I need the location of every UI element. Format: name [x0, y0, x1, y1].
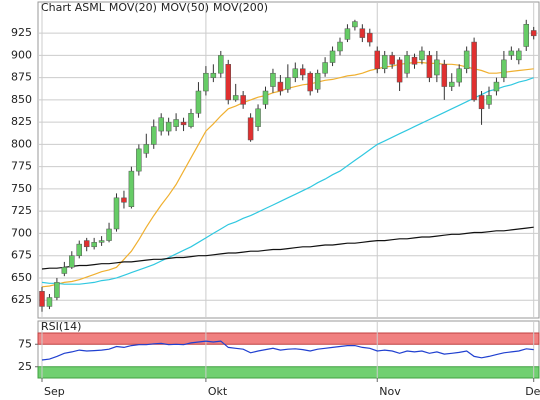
- candle-body: [456, 68, 462, 83]
- candle-body: [128, 170, 135, 207]
- candle-body: [247, 117, 254, 141]
- candle-body: [151, 126, 157, 145]
- candle-body: [486, 95, 492, 105]
- candle-body: [374, 50, 380, 70]
- y-tick-label: 675: [11, 249, 32, 262]
- candle-body: [54, 282, 60, 298]
- candle-body: [143, 144, 150, 154]
- candle-body: [225, 64, 231, 101]
- y-tick-label: 925: [11, 26, 32, 39]
- chart-title: Chart ASML: [41, 1, 106, 14]
- rsi-low-band: [37, 366, 540, 379]
- x-tick-label: Dez: [525, 385, 540, 398]
- candle-body: [98, 240, 105, 243]
- candle-body: [434, 59, 440, 76]
- candle-body: [419, 50, 425, 61]
- rsi-title: RSI(14): [41, 320, 81, 333]
- candle-body: [210, 72, 217, 78]
- candle-body: [322, 62, 328, 74]
- legend-entry: MOV(200): [213, 1, 268, 14]
- y-tick-label: 700: [11, 226, 32, 239]
- candle-body: [69, 255, 75, 268]
- candle-body: [218, 55, 224, 74]
- candle-body: [508, 50, 515, 56]
- candle-body: [136, 148, 142, 172]
- moving-average-line: [41, 77, 534, 285]
- candle-body: [471, 41, 477, 101]
- candle-body: [381, 55, 388, 70]
- rsi-high-band: [37, 332, 540, 345]
- candle-body: [39, 291, 45, 307]
- candle-body: [270, 72, 276, 87]
- candle-body: [292, 68, 299, 78]
- plot-area: [37, 1, 540, 319]
- candle-body: [516, 50, 522, 61]
- candle-body: [404, 55, 410, 74]
- candle-body: [359, 28, 366, 38]
- legend-entry: MOV(50): [161, 1, 209, 14]
- candle-body: [203, 72, 209, 92]
- y-tick-label: 775: [11, 160, 32, 173]
- candle-body: [396, 59, 403, 83]
- candle-body: [352, 21, 358, 28]
- candle-body: [337, 41, 343, 52]
- candle-body: [530, 30, 537, 37]
- candle-body: [188, 113, 194, 127]
- candle-body: [493, 81, 500, 92]
- y-tick-label: 850: [11, 93, 32, 106]
- candle-body: [307, 72, 313, 92]
- candle-body: [46, 297, 53, 307]
- candle-body: [165, 121, 172, 132]
- legend-entry: MOV(20): [109, 1, 157, 14]
- candle-body: [523, 24, 529, 47]
- candle-body: [61, 267, 68, 274]
- candle-body: [367, 32, 373, 43]
- candle-body: [180, 121, 187, 126]
- y-tick-label: 75: [18, 337, 32, 350]
- candle-body: [91, 242, 97, 248]
- candle-body: [300, 68, 306, 76]
- y-tick-label: 825: [11, 115, 32, 128]
- candle-body: [195, 90, 202, 114]
- moving-average-line: [41, 226, 534, 270]
- candle-body: [262, 90, 269, 105]
- candle-body: [285, 77, 291, 90]
- x-tick-label: Sep: [44, 385, 65, 398]
- candle-body: [463, 50, 470, 70]
- candle-body: [106, 228, 112, 241]
- candle-body: [344, 28, 351, 40]
- candle-body: [329, 50, 336, 63]
- candle-body: [232, 95, 239, 101]
- candle-body: [173, 119, 179, 127]
- candle-body: [314, 72, 321, 90]
- candle-body: [83, 240, 90, 248]
- y-tick-label: 875: [11, 71, 32, 84]
- candle-body: [478, 95, 485, 110]
- y-tick-label: 725: [11, 204, 32, 217]
- candle-body: [158, 117, 164, 132]
- y-tick-label: 650: [11, 271, 32, 284]
- rsi-line: [41, 340, 534, 361]
- y-tick-label: 25: [18, 360, 32, 373]
- candle-body: [441, 64, 448, 87]
- candle-body: [389, 55, 395, 65]
- y-tick-label: 900: [11, 48, 32, 61]
- candle-body: [76, 243, 82, 256]
- candle-body: [255, 108, 261, 127]
- candle-body: [121, 197, 127, 203]
- candle-body: [277, 81, 284, 92]
- x-tick-label: Okt: [208, 385, 228, 398]
- candle-body: [240, 95, 246, 105]
- x-tick-label: Nov: [379, 385, 401, 398]
- y-tick-label: 800: [11, 137, 32, 150]
- y-tick-label: 750: [11, 182, 32, 195]
- candle-body: [501, 59, 507, 78]
- candle-body: [449, 81, 455, 87]
- candle-body: [113, 197, 120, 230]
- candle-body: [411, 56, 418, 65]
- y-tick-label: 625: [11, 293, 32, 306]
- candle-body: [426, 55, 433, 78]
